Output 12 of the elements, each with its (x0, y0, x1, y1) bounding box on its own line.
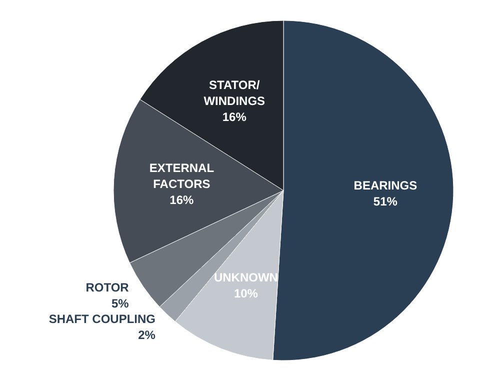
slice-label: STATOR/ WINDINGS (204, 78, 266, 108)
data-label: 16% (222, 110, 247, 124)
slice-label: BEARINGS (354, 178, 418, 193)
data-label: 2% (138, 328, 156, 342)
slice-label: ROTOR (86, 280, 130, 295)
data-label: 51% (373, 194, 398, 209)
data-label: 10% (234, 286, 258, 300)
data-label: 5% (111, 296, 130, 311)
data-label: 16% (170, 193, 194, 208)
slice-label: UNKNOWN (214, 270, 278, 284)
slice-label: EXTERNAL FACTORS (149, 160, 214, 192)
slice-label: SHAFT COUPLING (48, 312, 156, 326)
